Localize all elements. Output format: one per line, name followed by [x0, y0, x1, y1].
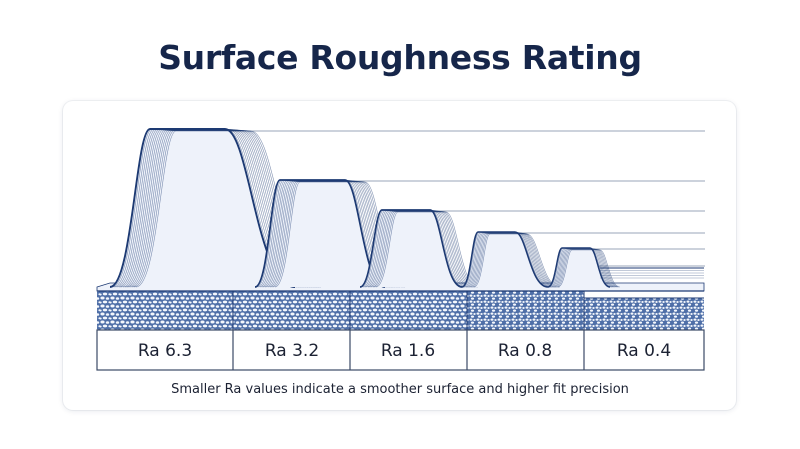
- grade-label-ra-0-8: Ra 0.8: [498, 341, 552, 361]
- texture-segment: [467, 291, 584, 330]
- grade-label-ra-1-6: Ra 1.6: [381, 341, 435, 361]
- grade-label-ra-6-3: Ra 6.3: [138, 341, 192, 361]
- diagram-caption: Smaller Ra values indicate a smoother su…: [171, 382, 629, 397]
- grade-label-ra-3-2: Ra 3.2: [265, 341, 319, 361]
- diagram-title: Surface Roughness Rating: [158, 38, 642, 77]
- grade-label-row: Ra 6.3 Ra 3.2 Ra 1.6 Ra 0.8 Ra 0.4: [96, 329, 705, 371]
- grade-label-ra-0-4: Ra 0.4: [617, 341, 671, 361]
- texture-segment: [584, 298, 704, 330]
- smooth-surface-profile: [600, 267, 704, 279]
- roughness-profiles: [96, 128, 705, 292]
- texture-segment: [97, 291, 233, 330]
- profile-ridge: [359, 209, 479, 288]
- surface-texture: [97, 290, 704, 330]
- level-guides: [222, 130, 705, 267]
- profile-ridge: [461, 231, 561, 288]
- texture-segment: [350, 291, 467, 330]
- texture-segment: [233, 291, 350, 330]
